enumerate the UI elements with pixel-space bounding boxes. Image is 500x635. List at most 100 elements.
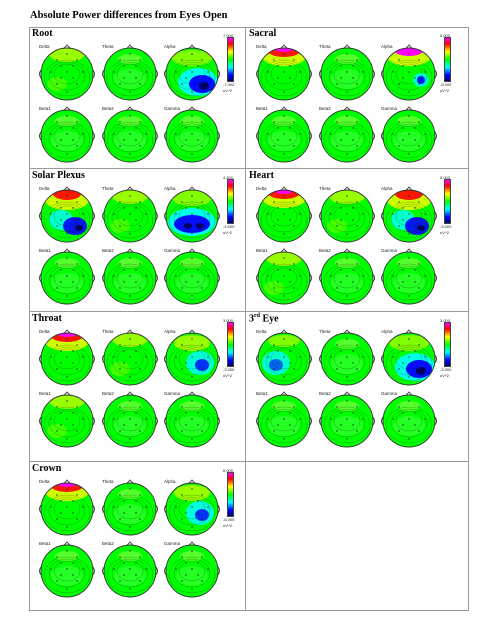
band-label: Gamma	[381, 391, 398, 396]
scale-scale-min: -6.000	[223, 517, 235, 522]
table-divider	[29, 461, 469, 462]
band-label: Gamma	[164, 106, 181, 111]
band-label: Delta	[39, 329, 50, 334]
topomap-beta2	[319, 248, 375, 305]
band-label: Theta	[319, 329, 331, 334]
band-label: Delta	[39, 186, 50, 191]
results-table	[29, 27, 469, 611]
panel-sacral: Sacral Delta Theta Alpha Beta1 Beta2 Gamma 5.00…	[246, 27, 462, 167]
panel-title: Throat	[32, 313, 62, 324]
band-label: Gamma	[381, 106, 398, 111]
topomap-gamma	[164, 248, 220, 305]
panel-throat: Throat Delta Theta Alpha Beta1 Beta2 Gamma 3.00…	[29, 312, 245, 452]
scale-scale-max: 5.000	[440, 33, 451, 38]
topomap-alpha	[164, 186, 220, 243]
topomap-gamma	[381, 391, 437, 448]
band-label: Beta2	[319, 106, 331, 111]
topomap-delta	[39, 329, 95, 386]
topomap-delta	[256, 186, 312, 243]
band-label: Beta1	[39, 541, 51, 546]
band-label: Theta	[319, 44, 331, 49]
topomap-beta1	[39, 248, 95, 305]
topomap-alpha	[164, 44, 220, 101]
topomap-theta	[102, 479, 158, 536]
scale-scale-max: 7.000	[223, 33, 234, 38]
scale-unit: uV^2	[223, 373, 232, 378]
topomap-gamma	[164, 106, 220, 163]
band-label: Theta	[102, 479, 114, 484]
color-scale-bar	[444, 179, 451, 224]
band-label: Alpha	[381, 44, 393, 49]
band-label: Gamma	[164, 541, 181, 546]
band-label: Beta2	[102, 248, 114, 253]
topomap-beta2	[319, 106, 375, 163]
band-label: Theta	[319, 186, 331, 191]
band-label: Delta	[256, 329, 267, 334]
topomap-beta1	[256, 391, 312, 448]
panel-title: Sacral	[249, 28, 277, 39]
topomap-beta2	[102, 248, 158, 305]
topomap-alpha	[381, 44, 437, 101]
topomap-delta	[256, 44, 312, 101]
band-label: Gamma	[381, 248, 398, 253]
panel-title: Solar Plexus	[32, 170, 85, 181]
band-label: Delta	[256, 44, 267, 49]
topomap-beta1	[256, 106, 312, 163]
panel-title: Crown	[32, 463, 62, 474]
scale-scale-min: -4.500	[223, 224, 235, 229]
topomap-beta1	[39, 391, 95, 448]
topomap-beta2	[102, 391, 158, 448]
color-scale-bar	[227, 37, 234, 82]
scale-unit: uV^2	[223, 523, 232, 528]
band-label: Gamma	[164, 248, 181, 253]
band-label: Gamma	[164, 391, 181, 396]
topomap-theta	[102, 44, 158, 101]
topomap-beta1	[39, 106, 95, 163]
topomap-alpha	[381, 186, 437, 243]
scale-scale-min: -3.000	[440, 367, 452, 372]
topomap-gamma	[164, 391, 220, 448]
band-label: Delta	[39, 44, 50, 49]
topomap-alpha	[164, 329, 220, 386]
topomap-theta	[102, 186, 158, 243]
scale-scale-max: 3.000	[223, 318, 234, 323]
topomap-delta	[39, 186, 95, 243]
band-label: Beta1	[39, 248, 51, 253]
scale-scale-max: 4.500	[223, 175, 234, 180]
band-label: Beta2	[319, 248, 331, 253]
topomap-theta	[319, 186, 375, 243]
band-label: Delta	[256, 186, 267, 191]
scale-scale-max: 6.000	[223, 468, 234, 473]
topomap-gamma	[164, 541, 220, 598]
color-scale-bar	[444, 322, 451, 367]
table-divider	[245, 27, 246, 611]
color-scale-bar	[227, 472, 234, 517]
topomap-alpha	[381, 329, 437, 386]
topomap-delta	[256, 329, 312, 386]
scale-unit: uV^2	[223, 88, 232, 93]
band-label: Beta1	[256, 248, 268, 253]
topomap-delta	[39, 479, 95, 536]
band-label: Theta	[102, 186, 114, 191]
band-label: Beta1	[256, 106, 268, 111]
color-scale-bar	[227, 179, 234, 224]
table-divider	[29, 168, 469, 169]
band-label: Beta2	[102, 391, 114, 396]
band-label: Beta2	[102, 541, 114, 546]
band-label: Beta1	[39, 391, 51, 396]
band-label: Alpha	[164, 479, 176, 484]
band-label: Alpha	[164, 329, 176, 334]
panel-3rd-eye: 3rd Eye Delta Theta Alpha Beta1 Beta2 Gamma 3.0…	[246, 312, 462, 452]
topomap-gamma	[381, 248, 437, 305]
topomap-beta1	[39, 541, 95, 598]
band-label: Alpha	[164, 186, 176, 191]
band-label: Alpha	[381, 186, 393, 191]
scale-unit: uV^2	[440, 230, 449, 235]
table-divider	[29, 311, 469, 312]
scale-unit: uV^2	[223, 230, 232, 235]
band-label: Beta1	[39, 106, 51, 111]
scale-scale-min: -7.000	[223, 82, 235, 87]
band-label: Alpha	[381, 329, 393, 334]
panel-solar-plexus: Solar Plexus Delta Theta Alpha Beta1 Beta2 Gam…	[29, 169, 245, 309]
scale-scale-min: -3.000	[223, 367, 235, 372]
